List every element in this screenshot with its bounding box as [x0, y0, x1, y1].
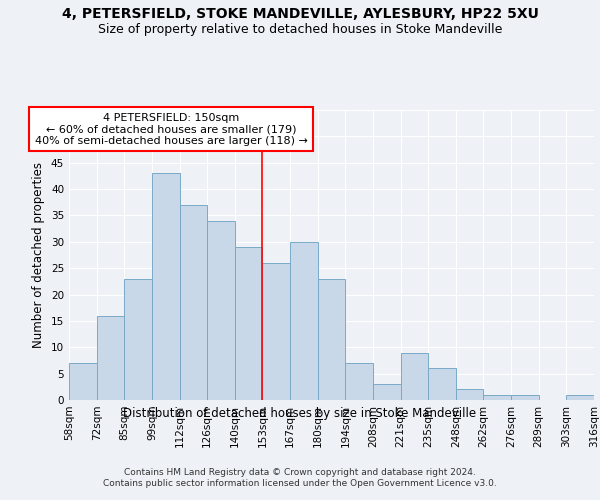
- Bar: [484, 394, 511, 400]
- Bar: [290, 242, 317, 400]
- Bar: [317, 278, 346, 400]
- Text: 4, PETERSFIELD, STOKE MANDEVILLE, AYLESBURY, HP22 5XU: 4, PETERSFIELD, STOKE MANDEVILLE, AYLESB…: [62, 8, 538, 22]
- Bar: [566, 394, 594, 400]
- Bar: [262, 263, 290, 400]
- Bar: [511, 394, 539, 400]
- Bar: [152, 174, 179, 400]
- Bar: [456, 390, 484, 400]
- Text: 4 PETERSFIELD: 150sqm
← 60% of detached houses are smaller (179)
40% of semi-det: 4 PETERSFIELD: 150sqm ← 60% of detached …: [35, 112, 308, 146]
- Bar: [401, 352, 428, 400]
- Bar: [69, 363, 97, 400]
- Text: Contains HM Land Registry data © Crown copyright and database right 2024.
Contai: Contains HM Land Registry data © Crown c…: [103, 468, 497, 487]
- Bar: [179, 205, 207, 400]
- Text: Distribution of detached houses by size in Stoke Mandeville: Distribution of detached houses by size …: [124, 408, 476, 420]
- Y-axis label: Number of detached properties: Number of detached properties: [32, 162, 46, 348]
- Bar: [235, 247, 262, 400]
- Bar: [428, 368, 456, 400]
- Text: Size of property relative to detached houses in Stoke Mandeville: Size of property relative to detached ho…: [98, 22, 502, 36]
- Bar: [346, 363, 373, 400]
- Bar: [124, 278, 152, 400]
- Bar: [373, 384, 401, 400]
- Bar: [207, 220, 235, 400]
- Bar: [97, 316, 124, 400]
